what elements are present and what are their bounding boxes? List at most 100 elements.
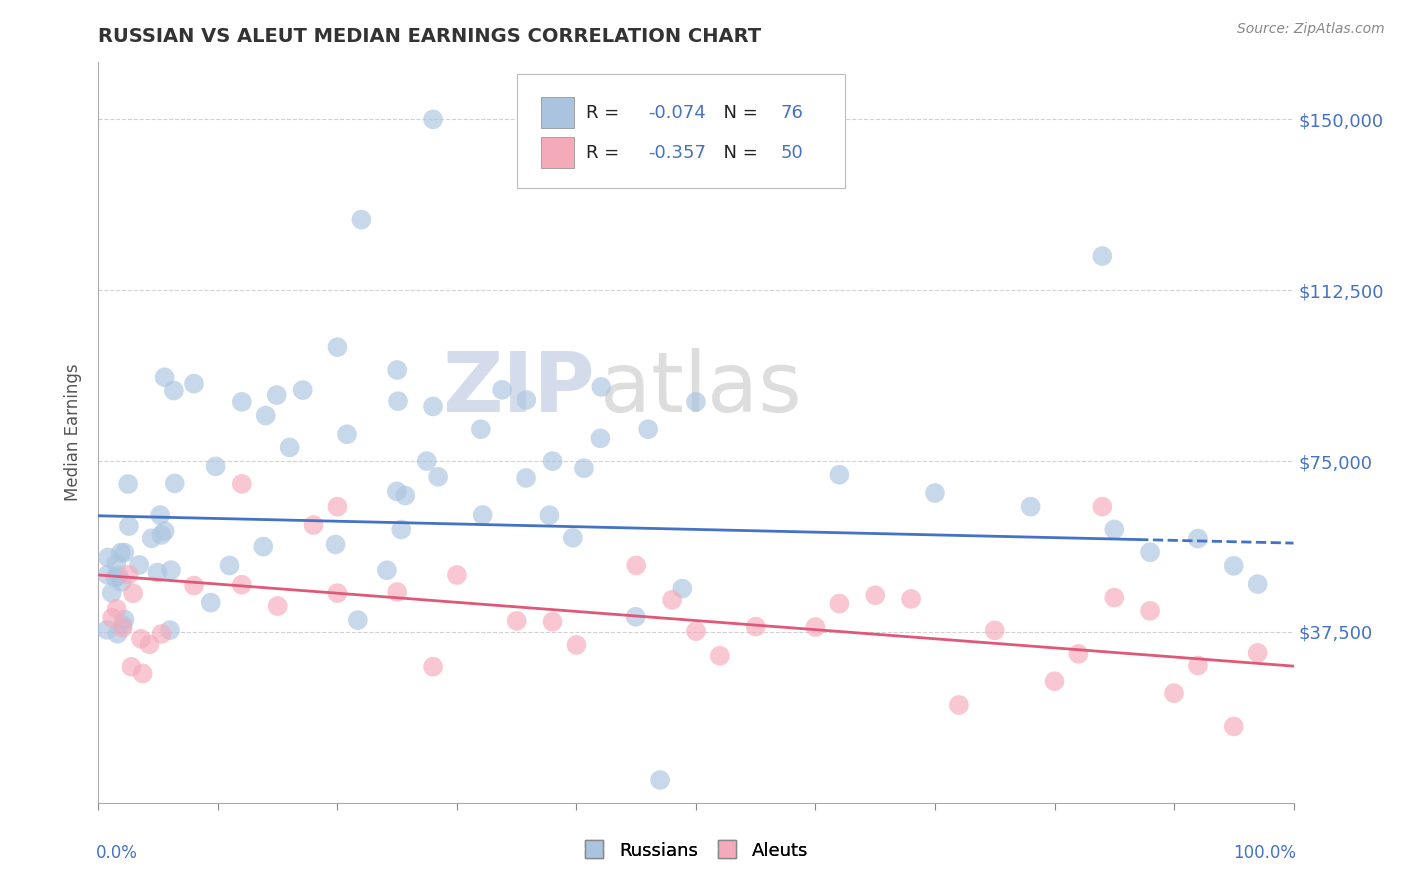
Point (266, 388, 288, 402)
Point (114, 612, 136, 626)
Point (422, 659, 444, 673)
Point (129, 632, 152, 646)
Point (96, 623, 118, 637)
Point (506, 614, 529, 628)
Text: ZIP: ZIP (441, 348, 595, 429)
Point (111, 618, 134, 632)
Point (422, 112, 444, 127)
Text: N =: N = (711, 144, 763, 161)
Point (183, 578, 205, 592)
Point (637, 422, 659, 436)
Point (218, 558, 240, 573)
Point (804, 620, 827, 634)
Point (1019, 500, 1042, 514)
Point (394, 489, 416, 503)
Point (427, 470, 450, 484)
Point (326, 500, 349, 514)
Text: -0.357: -0.357 (648, 144, 706, 161)
Point (326, 586, 349, 600)
Point (1187, 658, 1209, 673)
Point (204, 459, 226, 474)
Point (385, 363, 409, 377)
Text: Source: ZipAtlas.com: Source: ZipAtlas.com (1237, 22, 1385, 37)
Point (387, 394, 409, 409)
Point (1223, 558, 1246, 573)
Point (865, 588, 887, 602)
Point (984, 624, 1007, 638)
Point (254, 409, 277, 423)
Text: 50: 50 (780, 144, 804, 161)
Point (200, 596, 222, 610)
Point (1247, 646, 1270, 660)
Point (291, 383, 314, 397)
Point (336, 427, 359, 442)
Point (709, 648, 731, 663)
Point (97, 550, 120, 565)
Point (375, 563, 398, 577)
Point (150, 627, 173, 641)
Point (112, 545, 135, 559)
Point (385, 585, 409, 599)
Point (159, 623, 181, 637)
Point (183, 376, 205, 391)
Point (100, 586, 122, 600)
Point (446, 568, 468, 582)
Point (1104, 523, 1126, 537)
Point (1163, 686, 1185, 700)
Text: R =: R = (586, 103, 626, 122)
Point (131, 666, 153, 681)
FancyBboxPatch shape (541, 137, 574, 169)
Point (107, 626, 129, 640)
Point (110, 546, 132, 560)
Point (1139, 545, 1161, 559)
Point (149, 508, 172, 523)
Legend: Russians, Aleuts: Russians, Aleuts (583, 841, 808, 861)
Point (163, 384, 186, 398)
Text: 0.0%: 0.0% (96, 844, 138, 862)
Point (685, 624, 707, 639)
Text: N =: N = (711, 103, 763, 122)
Point (122, 586, 145, 600)
Point (350, 212, 373, 227)
Point (416, 454, 439, 468)
Point (491, 383, 513, 397)
FancyBboxPatch shape (517, 73, 845, 188)
Point (671, 582, 693, 596)
Point (117, 477, 139, 491)
Point (515, 471, 537, 485)
Point (141, 531, 163, 545)
Point (1043, 674, 1066, 689)
Y-axis label: Median Earnings: Median Earnings (65, 364, 83, 501)
Point (252, 540, 274, 554)
Point (661, 593, 683, 607)
Point (105, 602, 128, 616)
Point (231, 395, 253, 409)
FancyBboxPatch shape (541, 97, 574, 128)
Point (111, 574, 134, 589)
Point (117, 567, 139, 582)
Point (648, 772, 672, 787)
Point (948, 698, 970, 712)
Point (538, 508, 561, 523)
Point (924, 486, 946, 500)
Point (107, 568, 129, 582)
Point (745, 619, 768, 633)
Point (389, 523, 412, 537)
Point (153, 524, 176, 538)
Point (146, 566, 169, 580)
Point (325, 537, 347, 551)
Point (515, 392, 537, 407)
Point (900, 591, 922, 606)
Point (104, 570, 127, 584)
Point (1104, 591, 1126, 605)
Text: atlas: atlas (600, 348, 801, 429)
Point (1139, 604, 1161, 618)
Point (267, 599, 290, 613)
Point (326, 340, 349, 354)
Point (470, 422, 492, 436)
Point (278, 441, 301, 455)
Point (150, 528, 173, 542)
Text: 100.0%: 100.0% (1233, 844, 1296, 862)
Point (128, 558, 150, 572)
Point (138, 637, 160, 651)
